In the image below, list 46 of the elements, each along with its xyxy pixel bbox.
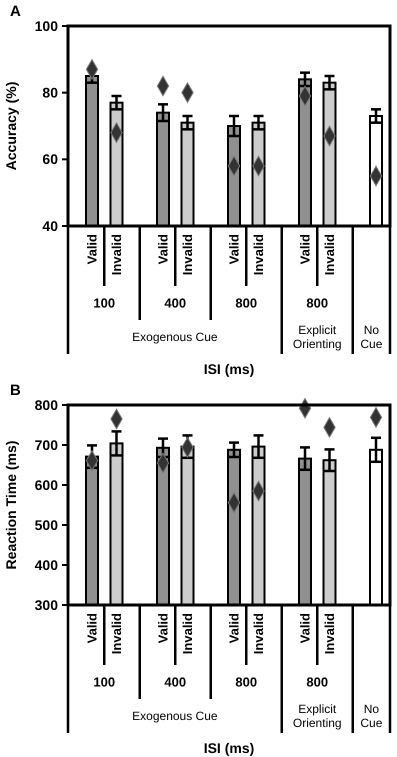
y-tick-label: 400: [34, 556, 58, 573]
y-tick-label: 60: [42, 151, 58, 168]
text: Exogenous Cue: [132, 330, 218, 344]
x-tick-label: Invalid: [251, 612, 266, 654]
y-axis-title: Accuracy (%): [3, 82, 19, 170]
y-tick-label: 80: [42, 84, 58, 101]
y-tick-label: 700: [34, 436, 58, 453]
text: Explicit Orienting: [292, 702, 342, 730]
y-tick-label: 100: [34, 18, 58, 34]
x-tick-label: Valid: [226, 612, 242, 644]
x-tick-label: Valid: [84, 234, 100, 264]
x-axis-title: ISI (ms): [204, 740, 254, 756]
y-axis-title: Reaction Time (ms): [3, 440, 19, 570]
y-tick-label: 500: [34, 516, 58, 533]
text: 400: [164, 674, 186, 690]
chart-title: A: [10, 3, 21, 20]
text: 400: [164, 296, 186, 311]
x-tick-label: Valid: [226, 234, 242, 264]
x-tick-label: Invalid: [180, 612, 196, 654]
text: 800: [306, 674, 328, 690]
text: 800: [306, 296, 328, 311]
text: Exogenous Cue: [132, 709, 218, 724]
x-tick-label: Invalid: [180, 234, 196, 276]
y-tick-label: 40: [42, 218, 58, 234]
x-tick-label: Invalid: [109, 234, 124, 276]
x-tick-label: Valid: [298, 612, 313, 644]
text: Explicit Orienting: [292, 323, 342, 352]
chart-title: B: [10, 382, 21, 399]
x-tick-label: Invalid: [251, 234, 266, 276]
x-tick-label: Invalid: [322, 612, 338, 654]
y-tick-label: 300: [34, 596, 58, 613]
x-tick-label: Invalid: [322, 234, 338, 276]
x-tick-label: Invalid: [109, 612, 124, 654]
x-tick-label: Valid: [298, 234, 313, 264]
y-tick-label: 600: [34, 476, 58, 493]
y-tick-label: 800: [34, 396, 58, 413]
x-axis-title: ISI (ms): [204, 361, 254, 377]
x-tick-label: Valid: [156, 612, 171, 644]
text: No Cue: [360, 323, 383, 352]
text: 800: [235, 296, 258, 311]
x-tick-label: Valid: [84, 612, 100, 644]
text: 100: [93, 674, 116, 690]
text: 800: [235, 674, 258, 690]
text: No Cue: [360, 702, 383, 730]
x-tick-label: Valid: [156, 234, 171, 264]
text: 100: [93, 296, 116, 311]
